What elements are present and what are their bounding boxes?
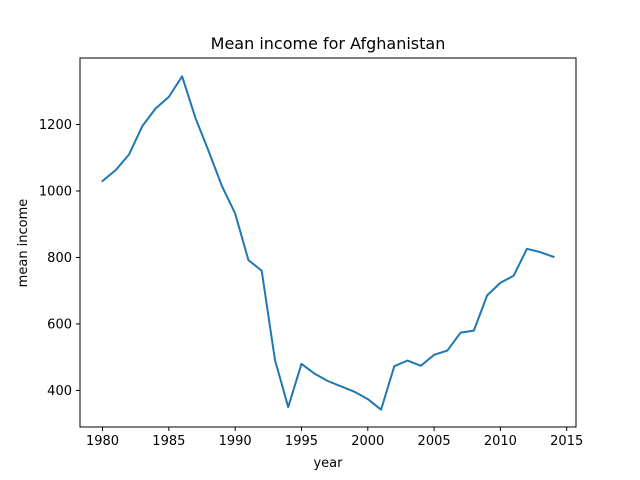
y-tick-label: 1200 xyxy=(39,118,72,133)
y-tick-label: 400 xyxy=(47,384,72,399)
chart-title: Mean income for Afghanistan xyxy=(211,34,446,53)
axes-frame xyxy=(79,57,577,428)
y-tick-label: 1000 xyxy=(39,184,72,199)
y-tick-label: 800 xyxy=(47,251,72,266)
y-axis-title: mean income xyxy=(16,199,31,288)
x-tick-label: 1985 xyxy=(152,434,185,449)
x-tick-label: 2005 xyxy=(418,434,451,449)
x-axis-title: year xyxy=(313,456,343,471)
plot-area: 1980 1985 1990 1995 2000 2005 2010 2015 400 600 80… xyxy=(39,57,583,449)
x-tick-label: 2010 xyxy=(484,434,517,449)
series-line xyxy=(101,75,555,411)
x-tick-label: 2000 xyxy=(351,434,384,449)
x-tick-label: 2015 xyxy=(550,434,583,449)
x-tick-label: 1980 xyxy=(86,434,119,449)
y-tick-label: 600 xyxy=(47,317,72,332)
x-tick-label: 1990 xyxy=(219,434,252,449)
x-tick-label: 1995 xyxy=(285,434,318,449)
